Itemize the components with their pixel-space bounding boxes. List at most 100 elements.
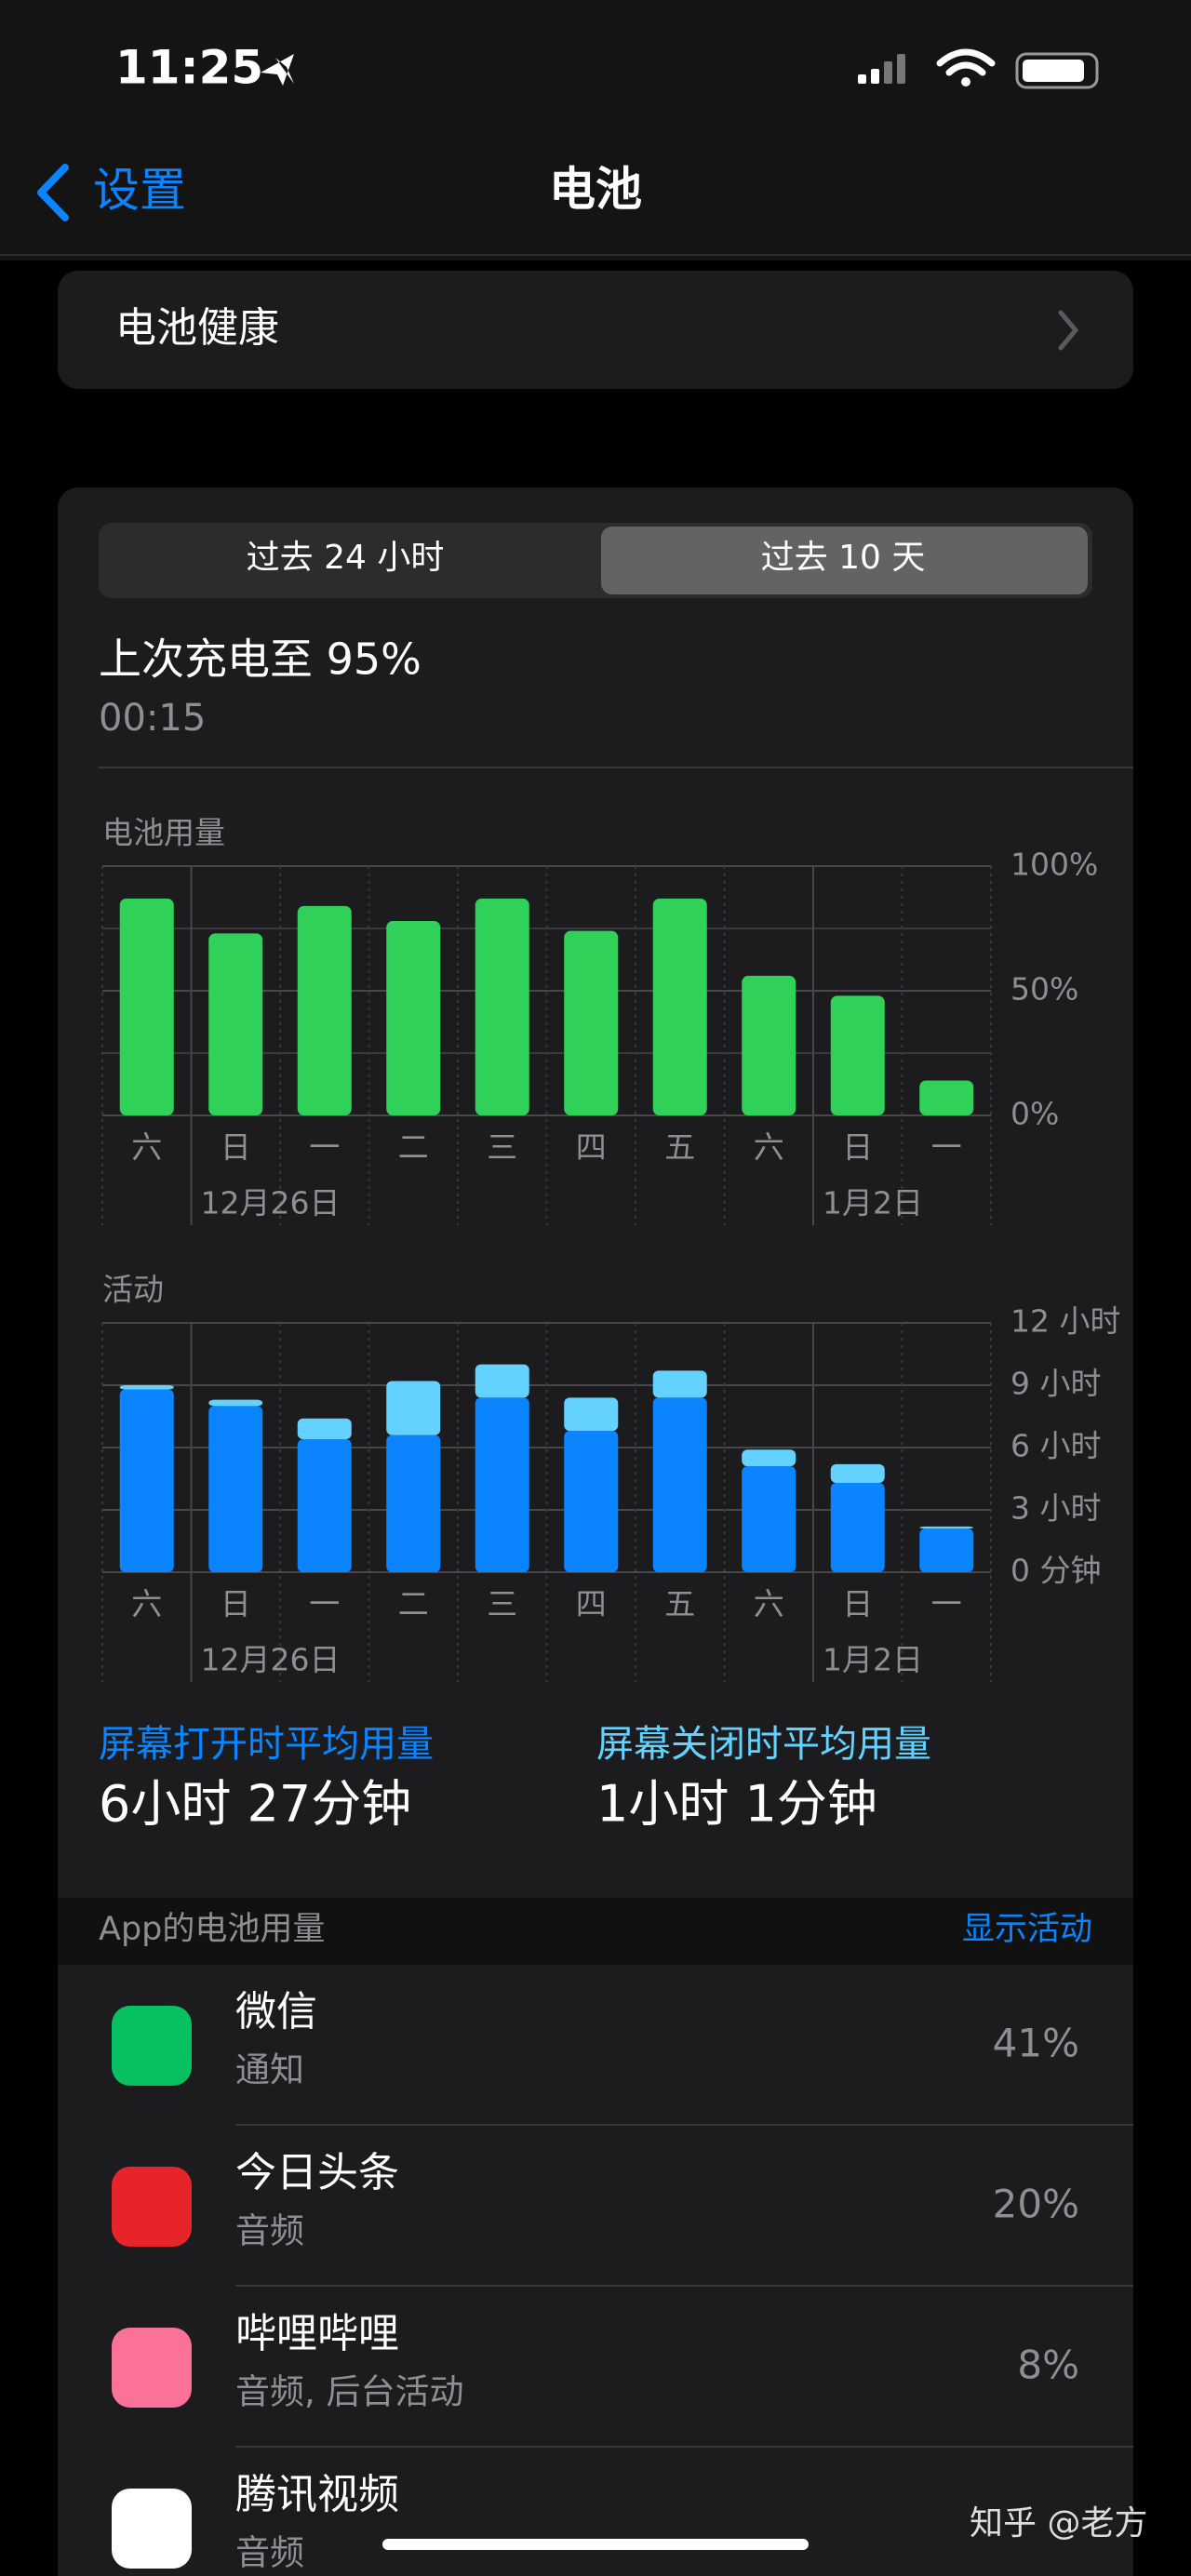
average-value: 6小时 27分钟 <box>99 1775 411 1834</box>
app-name[interactable]: 腾讯视频 <box>235 2471 399 2518</box>
location-icon <box>261 54 294 86</box>
bar-segment <box>386 1435 441 1572</box>
header-bg <box>0 0 1191 260</box>
x-tick-label: 四 <box>576 1586 607 1622</box>
app-icon <box>112 2328 192 2408</box>
app-percent: 20% <box>993 2182 1079 2227</box>
bar-segment <box>564 1431 619 1572</box>
bar-segment <box>119 1389 174 1572</box>
app-name[interactable]: 哔哩哔哩 <box>235 2310 399 2357</box>
chevron <box>1058 310 1079 351</box>
section-header-bg <box>58 1898 1133 1965</box>
x-tick-label: 三 <box>487 1129 517 1166</box>
bar <box>830 995 885 1115</box>
bar <box>386 920 441 1115</box>
bar-segment <box>564 1397 619 1432</box>
app-icon <box>112 2489 192 2569</box>
segment[interactable]: 过去 10 天 <box>761 539 926 577</box>
watermark: 知乎 @老方 <box>970 2504 1147 2543</box>
bar-segment <box>652 1370 707 1398</box>
last-charge-time: 00:15 <box>99 697 206 740</box>
bar <box>652 898 707 1115</box>
x-tick-label: 日 <box>842 1586 873 1622</box>
app-name[interactable]: 今日头条 <box>235 2149 399 2196</box>
y-tick-label: 12 小时 <box>1010 1303 1120 1340</box>
y-tick-label: 0% <box>1010 1096 1059 1132</box>
bar <box>919 1080 974 1115</box>
x-tick-label: 六 <box>131 1586 162 1622</box>
health-card[interactable] <box>58 271 1133 389</box>
chart-title: 活动 <box>102 1272 164 1308</box>
bar-segment <box>742 1466 796 1572</box>
bar <box>475 898 529 1115</box>
bar <box>564 930 619 1115</box>
average-value: 1小时 1分钟 <box>596 1775 877 1834</box>
bar-segment <box>475 1364 529 1398</box>
bar-segment <box>297 1439 352 1572</box>
bar-segment <box>297 1418 352 1440</box>
x-tick-label: 六 <box>754 1129 784 1166</box>
x-tick-label: 四 <box>576 1129 607 1166</box>
x-tick-label: 二 <box>398 1129 429 1166</box>
date-label: 1月2日 <box>823 1185 923 1221</box>
x-tick-label: 日 <box>221 1129 251 1166</box>
back-button[interactable]: 设置 <box>93 164 186 218</box>
y-tick-label: 3 小时 <box>1010 1490 1102 1527</box>
legend-entry: 屏幕打开时平均用量 <box>99 1723 434 1766</box>
x-tick-label: 一 <box>931 1129 962 1166</box>
app-percent: 8% <box>1017 2342 1079 2388</box>
app-detail: 音频 <box>235 2211 304 2251</box>
back-chevron[interactable] <box>37 164 69 221</box>
date-label: 12月26日 <box>201 1642 341 1678</box>
x-tick-label: 六 <box>131 1129 162 1166</box>
bar <box>742 975 796 1115</box>
wifi-dot <box>961 77 970 87</box>
x-tick-label: 一 <box>309 1129 340 1166</box>
bar-segment <box>475 1397 529 1572</box>
nav-title: 电池 <box>549 163 642 217</box>
app-icon <box>112 2006 192 2086</box>
y-tick-label: 100% <box>1010 847 1098 883</box>
app-name[interactable]: 微信 <box>235 1988 317 2035</box>
date-label: 1月2日 <box>823 1642 923 1678</box>
x-tick-label: 六 <box>754 1586 784 1622</box>
app-detail: 音频 <box>235 2533 304 2573</box>
bar-segment <box>742 1449 796 1467</box>
app-detail: 通知 <box>235 2050 304 2090</box>
bar-segment <box>830 1482 885 1572</box>
x-tick-label: 五 <box>664 1129 695 1166</box>
home-indicator <box>382 2539 809 2550</box>
app-detail: 音频, 后台活动 <box>235 2372 464 2412</box>
health-label[interactable]: 电池健康 <box>115 304 279 352</box>
legend-entry: 屏幕关闭时平均用量 <box>596 1723 931 1766</box>
bar-segment <box>119 1385 174 1390</box>
chart-title: 电池用量 <box>102 815 225 851</box>
bar <box>119 898 174 1115</box>
clock: 11:25 <box>115 41 263 95</box>
bar-segment <box>830 1463 885 1483</box>
y-tick-label: 9 小时 <box>1010 1366 1102 1402</box>
app-icon <box>112 2167 192 2247</box>
y-tick-label: 6 小时 <box>1010 1428 1102 1464</box>
bar-segment <box>386 1381 441 1435</box>
bar-segment <box>919 1528 974 1572</box>
x-tick-label: 三 <box>487 1586 517 1622</box>
section-title: App的电池用量 <box>99 1911 325 1948</box>
last-charge: 上次充电至 95% <box>99 634 422 685</box>
x-tick-label: 二 <box>398 1586 429 1622</box>
bar-segment <box>919 1526 974 1529</box>
date-label: 12月26日 <box>201 1185 341 1221</box>
y-tick-label: 50% <box>1010 971 1078 1008</box>
segment-selected <box>601 527 1088 594</box>
y-tick-label: 0 分钟 <box>1010 1553 1102 1589</box>
bar <box>297 905 352 1115</box>
show-activity[interactable]: 显示活动 <box>962 1911 1092 1948</box>
app-percent: 41% <box>993 2021 1079 2066</box>
signal-icon <box>858 54 905 84</box>
segment[interactable]: 过去 24 小时 <box>247 539 445 577</box>
bar-segment <box>208 1406 263 1572</box>
x-tick-label: 一 <box>309 1586 340 1622</box>
